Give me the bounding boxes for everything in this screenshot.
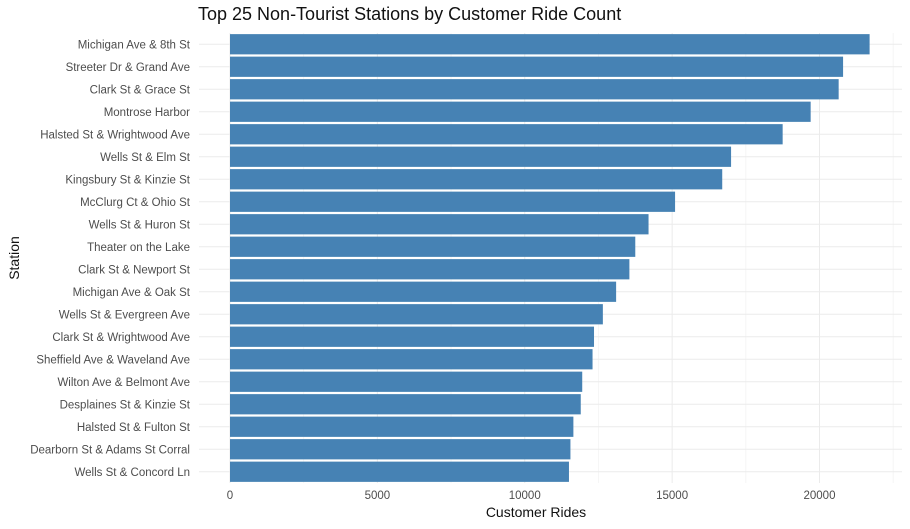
y-tick-label: Michigan Ave & Oak St: [73, 287, 191, 299]
x-tick-labels: 0 5000 10000 15000 20000: [227, 490, 836, 502]
bar: [230, 326, 595, 347]
x-tick-label: 15000: [656, 490, 688, 502]
y-tick-label: Kingsbury St & Kinzie St: [65, 174, 190, 186]
bar: [230, 259, 630, 280]
bar: [230, 79, 839, 100]
x-tick-label: 0: [227, 490, 233, 502]
y-tick-label: Sheffield Ave & Waveland Ave: [36, 354, 190, 366]
bar: [230, 394, 581, 415]
y-tick-label: Clark St & Newport St: [78, 264, 191, 276]
bar: [230, 34, 870, 55]
x-tick-label: 5000: [365, 490, 391, 502]
y-tick-label: Michigan Ave & 8th St: [78, 39, 191, 51]
y-tick-label: Montrose Harbor: [104, 107, 190, 119]
y-tick-label: Wilton Ave & Belmont Ave: [57, 377, 190, 389]
y-tick-label: Wells St & Elm St: [100, 152, 191, 164]
y-tick-label: Desplaines St & Kinzie St: [60, 399, 191, 411]
bar: [230, 191, 676, 212]
y-tick-label: McClurg Ct & Ohio St: [80, 197, 191, 209]
y-tick-label: Clark St & Wrightwood Ave: [52, 332, 190, 344]
y-tick-label: Halsted St & Wrightwood Ave: [40, 129, 190, 141]
bar: [230, 281, 617, 302]
y-tick-labels: Michigan Ave & 8th St Streeter Dr & Grand…: [30, 39, 191, 479]
y-tick-label: Wells St & Huron St: [89, 219, 191, 231]
bar: [230, 349, 593, 370]
y-tick-label: Wells St & Evergreen Ave: [59, 309, 190, 321]
bar: [230, 461, 569, 482]
bar: [230, 124, 783, 145]
y-axis-title: Station: [6, 236, 22, 280]
bar: [230, 146, 732, 167]
y-tick-label: Theater on the Lake: [87, 242, 190, 254]
y-tick-label: Halsted St & Fulton St: [77, 422, 191, 434]
bar: [230, 101, 811, 122]
y-tick-label: Streeter Dr & Grand Ave: [66, 62, 190, 74]
x-tick-label: 20000: [804, 490, 836, 502]
bar: [230, 304, 603, 325]
bars: [230, 34, 870, 482]
chart-title: Top 25 Non-Tourist Stations by Customer …: [198, 4, 621, 24]
bar: [230, 214, 649, 235]
bar: [230, 56, 844, 77]
bar: [230, 236, 636, 257]
y-tick-label: Wells St & Concord Ln: [75, 467, 190, 479]
x-tick-label: 10000: [509, 490, 541, 502]
y-tick-label: Clark St & Grace St: [90, 84, 191, 96]
x-axis-title: Customer Rides: [486, 504, 586, 520]
bar: [230, 169, 723, 190]
bar: [230, 371, 583, 392]
grid: [199, 33, 902, 483]
bar: [230, 416, 574, 437]
y-tick-label: Dearborn St & Adams St Corral: [30, 444, 190, 456]
bar: [230, 439, 571, 460]
